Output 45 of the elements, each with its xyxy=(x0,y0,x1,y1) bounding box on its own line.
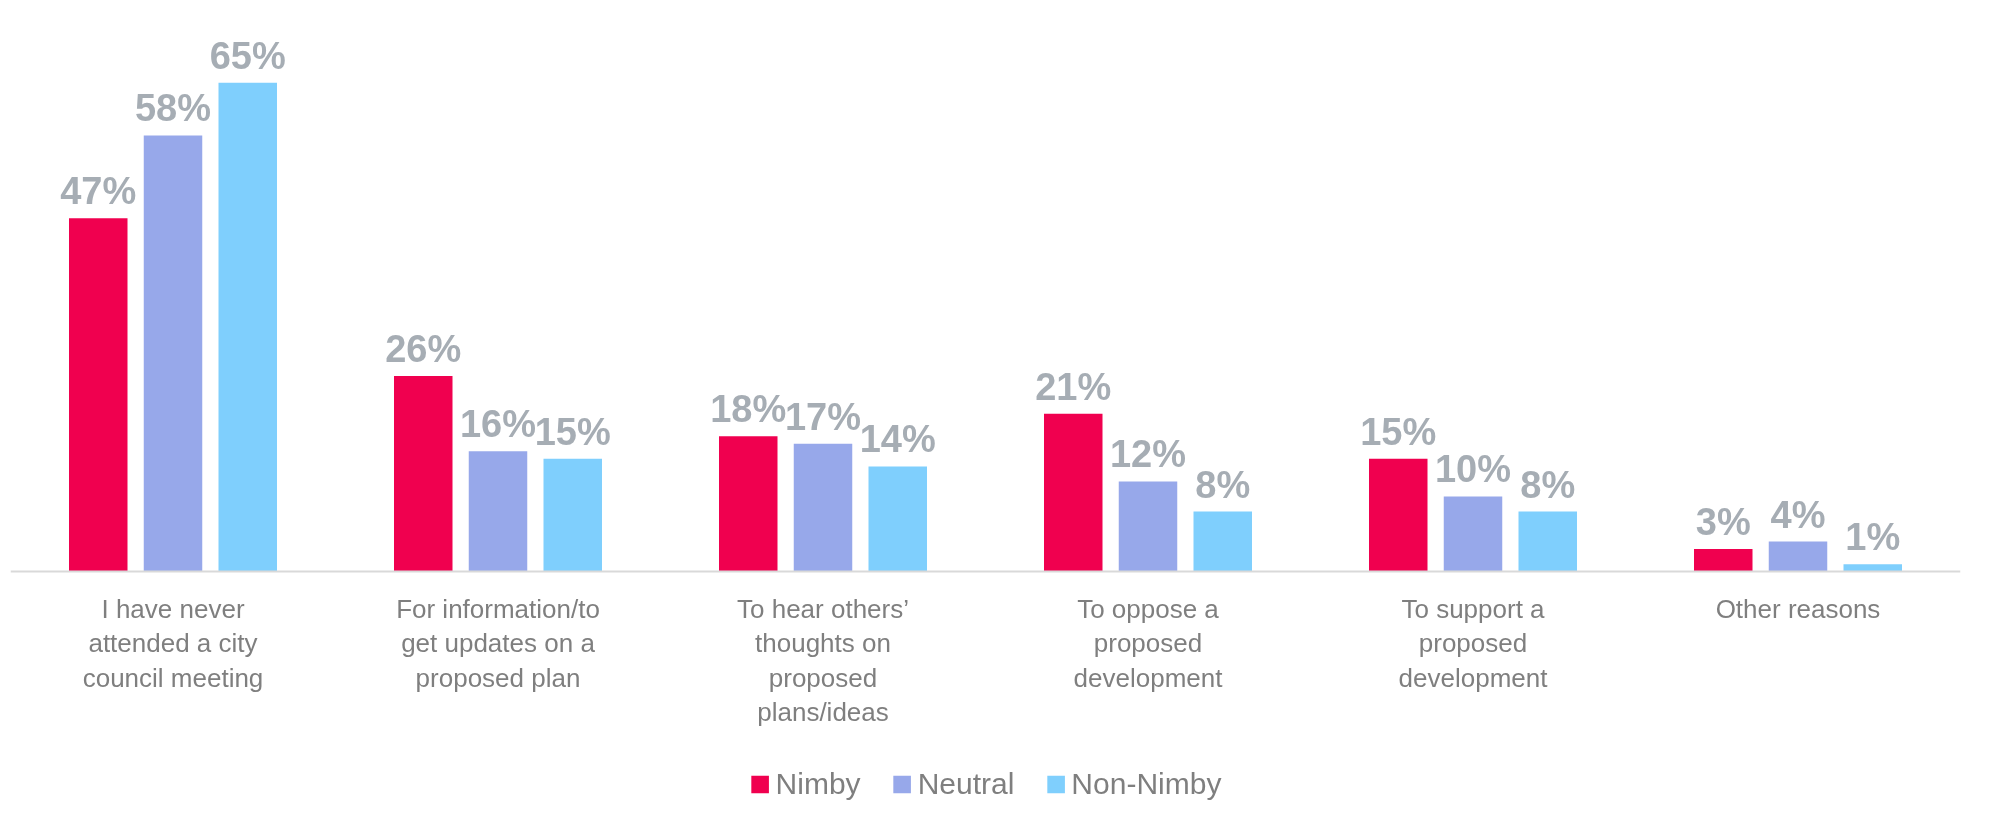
bar xyxy=(1843,564,1902,572)
x-tick-label: Other reasons xyxy=(1715,593,1881,624)
data-label: 58% xyxy=(134,87,212,130)
bar xyxy=(1518,511,1577,572)
data-label: 3% xyxy=(1695,501,1751,544)
data-label: 15% xyxy=(534,410,611,453)
x-tick-label: I have never attended a city council meeting xyxy=(82,593,264,693)
data-label: 8% xyxy=(1195,463,1251,506)
legend-label: Nimby xyxy=(775,767,861,801)
data-label: 47% xyxy=(60,170,137,213)
bar xyxy=(1694,549,1753,572)
data-label: 12% xyxy=(1109,433,1187,476)
data-label: 21% xyxy=(1035,365,1112,408)
x-tick-label: To hear others’ thoughts on proposed plans/ideas xyxy=(737,593,909,728)
x-tick-label: For information/to get updates on a proposed plan xyxy=(396,593,600,693)
bar xyxy=(1768,541,1828,572)
bar xyxy=(468,451,528,572)
bar xyxy=(793,443,853,572)
x-tick-label: To oppose a proposed development xyxy=(1073,593,1224,693)
bar xyxy=(1118,481,1178,572)
data-label: 14% xyxy=(859,418,936,461)
data-label: 4% xyxy=(1770,493,1826,536)
data-label: 1% xyxy=(1845,516,1901,559)
bar xyxy=(543,458,602,572)
bar xyxy=(1193,511,1252,572)
bar xyxy=(1044,413,1103,572)
legend-label: Neutral xyxy=(917,767,1015,801)
data-label: 15% xyxy=(1360,410,1437,453)
data-label: 10% xyxy=(1434,448,1512,491)
bar xyxy=(394,376,453,572)
bar xyxy=(69,218,128,572)
bar xyxy=(868,466,927,572)
data-label: 65% xyxy=(209,34,286,77)
data-label: 8% xyxy=(1520,463,1576,506)
bar xyxy=(719,436,778,572)
data-label: 16% xyxy=(459,403,537,446)
data-label: 17% xyxy=(784,395,862,438)
data-label: 18% xyxy=(710,388,787,431)
bar xyxy=(218,82,277,572)
bar xyxy=(143,135,203,572)
data-label: 26% xyxy=(385,328,462,371)
bar xyxy=(1443,496,1503,572)
x-tick-label: To support a proposed development xyxy=(1398,593,1549,693)
legend-label: Non-Nimby xyxy=(1071,767,1222,801)
bar xyxy=(1369,458,1428,572)
